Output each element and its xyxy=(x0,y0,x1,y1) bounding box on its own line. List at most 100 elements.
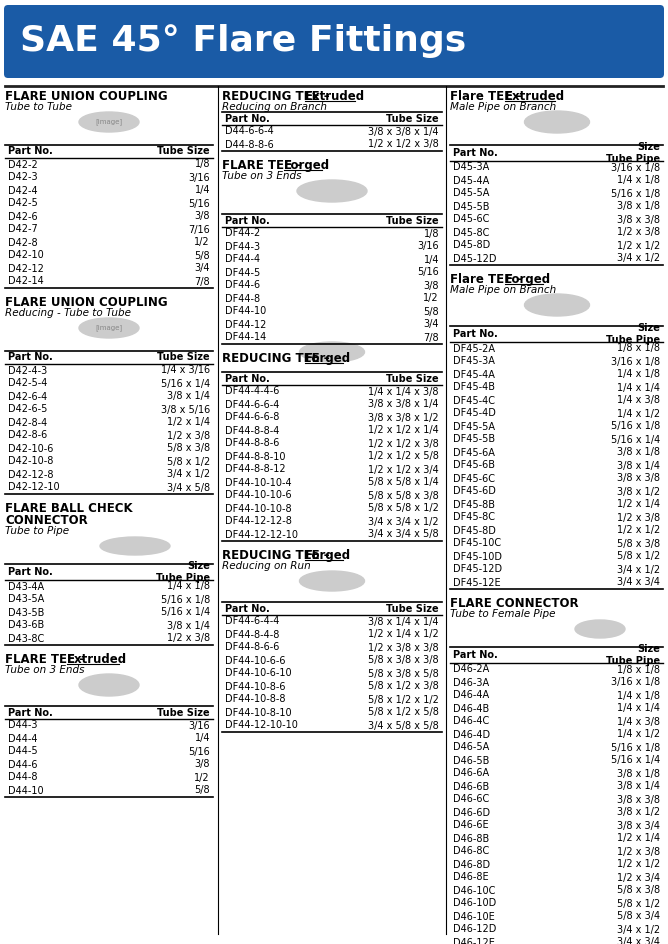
Text: D42-8: D42-8 xyxy=(8,238,37,247)
Text: 1/2 x 1/2: 1/2 x 1/2 xyxy=(617,241,660,250)
Text: D43-5B: D43-5B xyxy=(8,608,44,617)
Text: 1/4 x 1/8: 1/4 x 1/8 xyxy=(617,690,660,700)
Text: DF44-8: DF44-8 xyxy=(225,294,260,304)
Text: REDUCING TEE –: REDUCING TEE – xyxy=(222,90,334,103)
Text: DF44-8-6-6: DF44-8-6-6 xyxy=(225,643,279,652)
Text: Tube to Female Pipe: Tube to Female Pipe xyxy=(450,609,556,619)
Text: 5/8 x 1/2 x 5/8: 5/8 x 1/2 x 5/8 xyxy=(368,707,439,717)
Text: 1/2 x 3/8: 1/2 x 3/8 xyxy=(617,228,660,238)
Text: 3/8 x 1/4: 3/8 x 1/4 xyxy=(617,782,660,791)
Text: Reducing on Branch: Reducing on Branch xyxy=(222,102,327,112)
Text: 3/4 x 1/2: 3/4 x 1/2 xyxy=(617,254,660,263)
Text: D46-8B: D46-8B xyxy=(453,834,489,844)
Text: D42-12: D42-12 xyxy=(8,263,44,274)
Text: Male Pipe on Branch: Male Pipe on Branch xyxy=(450,102,556,112)
Text: D46-4B: D46-4B xyxy=(453,703,489,714)
Text: DF44-6-4-4: DF44-6-4-4 xyxy=(225,616,279,627)
Text: DF44-10-6-10: DF44-10-6-10 xyxy=(225,668,292,679)
Text: D46-2A: D46-2A xyxy=(453,665,489,675)
Text: 5/8 x 3/8: 5/8 x 3/8 xyxy=(167,444,210,453)
Text: DF45-8B: DF45-8B xyxy=(453,499,495,510)
Text: 1/4 x 1/4: 1/4 x 1/4 xyxy=(617,703,660,714)
Text: 3/8 x 3/4: 3/8 x 3/4 xyxy=(617,820,660,831)
Text: Extruded: Extruded xyxy=(305,90,365,103)
Text: Forged: Forged xyxy=(305,352,351,365)
Text: Reducing on Run: Reducing on Run xyxy=(222,561,311,571)
Text: D45-4A: D45-4A xyxy=(453,176,489,186)
Text: D42-5: D42-5 xyxy=(8,198,38,209)
Text: D46-5A: D46-5A xyxy=(453,743,489,752)
Text: 1/2 x 3/8: 1/2 x 3/8 xyxy=(167,430,210,441)
Text: D42-8-6: D42-8-6 xyxy=(8,430,47,441)
Text: D46-12D: D46-12D xyxy=(453,924,496,935)
Text: DF45-6B: DF45-6B xyxy=(453,461,495,470)
Text: 3/4 x 3/4 x 1/2: 3/4 x 3/4 x 1/2 xyxy=(368,516,439,527)
Text: 5/8 x 5/8 x 1/4: 5/8 x 5/8 x 1/4 xyxy=(368,478,439,487)
Text: D42-6-5: D42-6-5 xyxy=(8,404,47,414)
Text: 5/8 x 3/8 x 3/8: 5/8 x 3/8 x 3/8 xyxy=(368,655,439,666)
Text: D44-6: D44-6 xyxy=(8,760,37,769)
Text: D46-4C: D46-4C xyxy=(453,716,489,727)
Text: D46-8C: D46-8C xyxy=(453,847,489,856)
Text: 3/8 x 1/4: 3/8 x 1/4 xyxy=(617,461,660,470)
Text: 1/2 x 1/2 x 1/4: 1/2 x 1/2 x 1/4 xyxy=(368,426,439,435)
Text: CONNECTOR: CONNECTOR xyxy=(5,514,88,527)
Text: DF44-12-12-10: DF44-12-12-10 xyxy=(225,530,298,540)
Text: Tube Size: Tube Size xyxy=(386,374,439,383)
Text: DF45-6C: DF45-6C xyxy=(453,474,495,483)
Text: 3/4 x 1/2: 3/4 x 1/2 xyxy=(617,924,660,935)
Text: Extruded: Extruded xyxy=(505,90,565,103)
Text: DF45-8C: DF45-8C xyxy=(453,513,495,522)
Text: DF45-4A: DF45-4A xyxy=(453,369,495,379)
Ellipse shape xyxy=(299,342,365,362)
Text: 5/16 x 1/4: 5/16 x 1/4 xyxy=(161,608,210,617)
Text: 3/4 x 5/8 x 5/8: 3/4 x 5/8 x 5/8 xyxy=(368,720,439,731)
FancyBboxPatch shape xyxy=(4,5,664,78)
Text: 3/16: 3/16 xyxy=(188,173,210,182)
Text: Tube Size: Tube Size xyxy=(386,215,439,226)
Text: 5/8 x 1/2 x 1/2: 5/8 x 1/2 x 1/2 xyxy=(368,695,439,704)
Text: 5/16 x 1/8: 5/16 x 1/8 xyxy=(611,743,660,752)
Text: 3/8 x 3/8: 3/8 x 3/8 xyxy=(617,795,660,804)
Text: DF44-2: DF44-2 xyxy=(225,228,261,239)
Text: DF45-2A: DF45-2A xyxy=(453,344,495,353)
Text: D45-5A: D45-5A xyxy=(453,189,490,198)
Text: 3/8 x 1/8: 3/8 x 1/8 xyxy=(617,768,660,779)
Text: 3/8: 3/8 xyxy=(194,760,210,769)
Text: 5/16 x 1/4: 5/16 x 1/4 xyxy=(611,434,660,445)
Text: DF45-4D: DF45-4D xyxy=(453,409,496,418)
Text: D44-8: D44-8 xyxy=(8,772,37,783)
Text: Male Pipe on Branch: Male Pipe on Branch xyxy=(450,285,556,295)
Text: Tube Size: Tube Size xyxy=(386,603,439,614)
Text: FLARE TEE –: FLARE TEE – xyxy=(222,159,306,172)
Text: D42-10-8: D42-10-8 xyxy=(8,457,53,466)
Text: D43-4A: D43-4A xyxy=(8,582,44,592)
Text: 3/4 x 5/8: 3/4 x 5/8 xyxy=(167,482,210,493)
Text: DF44-10-6-6: DF44-10-6-6 xyxy=(225,655,285,666)
Text: 5/16: 5/16 xyxy=(188,198,210,209)
Text: DF44-8-8-6: DF44-8-8-6 xyxy=(225,439,279,448)
Text: 5/8 x 3/4: 5/8 x 3/4 xyxy=(617,912,660,921)
Text: D46-10C: D46-10C xyxy=(453,885,496,896)
Text: [image]: [image] xyxy=(96,119,122,126)
Text: D42-10-6: D42-10-6 xyxy=(8,444,53,453)
Text: 5/8: 5/8 xyxy=(194,250,210,261)
Text: DF45-6A: DF45-6A xyxy=(453,447,495,458)
Text: 3/4: 3/4 xyxy=(194,263,210,274)
Text: D42-7: D42-7 xyxy=(8,225,38,234)
Text: Size
Tube Pipe: Size Tube Pipe xyxy=(606,644,660,666)
Text: 1/2: 1/2 xyxy=(424,294,439,304)
Text: 5/16 x 1/8: 5/16 x 1/8 xyxy=(611,189,660,198)
Ellipse shape xyxy=(299,571,365,591)
Text: DF44-5: DF44-5 xyxy=(225,267,261,278)
Text: 1/4 x 1/8: 1/4 x 1/8 xyxy=(167,582,210,592)
Text: 5/16 x 1/8: 5/16 x 1/8 xyxy=(161,595,210,604)
Text: DF44-6-6-4: DF44-6-6-4 xyxy=(225,399,279,410)
Text: DF45-8D: DF45-8D xyxy=(453,526,496,535)
Text: 7/8: 7/8 xyxy=(194,277,210,286)
Text: D42-10: D42-10 xyxy=(8,250,43,261)
Text: 1/2 x 1/2 x 5/8: 1/2 x 1/2 x 5/8 xyxy=(368,451,439,462)
Text: FLARE TEE –: FLARE TEE – xyxy=(5,653,89,666)
Text: REDUCING TEE –: REDUCING TEE – xyxy=(222,549,334,562)
Text: 1/4 x 1/2: 1/4 x 1/2 xyxy=(617,730,660,739)
